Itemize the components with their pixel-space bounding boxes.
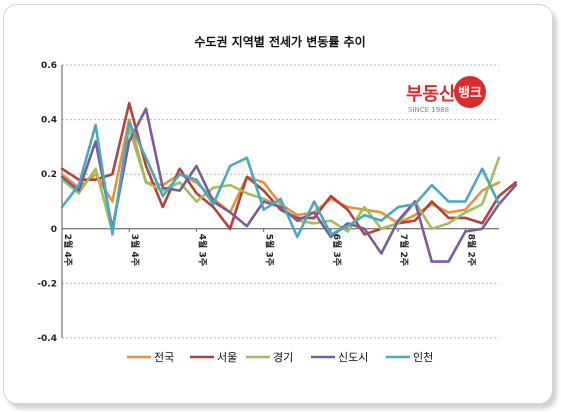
chart-title: 수도권 지역별 전세가 변동률 추이: [194, 34, 365, 49]
series-line-인천: [60, 121, 501, 239]
logo-text-circle: 뱅크: [458, 86, 482, 101]
x-tick-label: 2월 4주: [62, 234, 74, 266]
legend-label: 인천: [413, 350, 433, 364]
y-tick-labels: 0.6 0.4 0.2 0 -0.2 -0.4: [37, 61, 57, 344]
series-line-신도시: [60, 107, 518, 263]
x-tick-label: 7월 2주: [398, 234, 410, 266]
logo-text-sub: SINCE 1988: [408, 106, 449, 114]
legend: 전국 서울 경기 신도시 인천: [127, 350, 433, 364]
x-tick-label: 5월 3주: [264, 234, 276, 266]
logo-circle: [454, 76, 486, 108]
y-tick-label: -0.4: [37, 334, 57, 344]
y-tick-label: 0: [51, 225, 57, 235]
x-tick-label: 6월 3주: [331, 234, 343, 266]
chart-card: [3, 4, 553, 404]
legend-label: 신도시: [338, 351, 368, 364]
x-tick-label: 4월 3주: [196, 234, 208, 266]
logo-text-main: 부동산: [406, 84, 456, 105]
series-lines: [60, 101, 518, 263]
x-tick-label: 8월 2주: [465, 234, 477, 266]
legend-label: 전국: [154, 351, 174, 364]
y-tick-label: 0.6: [41, 61, 57, 71]
legend-label: 경기: [273, 351, 293, 364]
legend-label: 서울: [217, 351, 237, 364]
brand-logo: 부동산 뱅크 SINCE 1988: [406, 76, 486, 114]
axes: [61, 65, 499, 338]
x-tick-labels: 2월 4주 3월 4주 4월 3주 5월 3주 6월 3주 7월 2주 8월 2주: [61, 228, 477, 266]
y-tick-label: -0.2: [37, 279, 57, 289]
y-tick-label: 0.2: [41, 170, 57, 180]
y-tick-label: 0.4: [41, 116, 57, 126]
x-tick-label: 3월 4주: [129, 234, 141, 266]
